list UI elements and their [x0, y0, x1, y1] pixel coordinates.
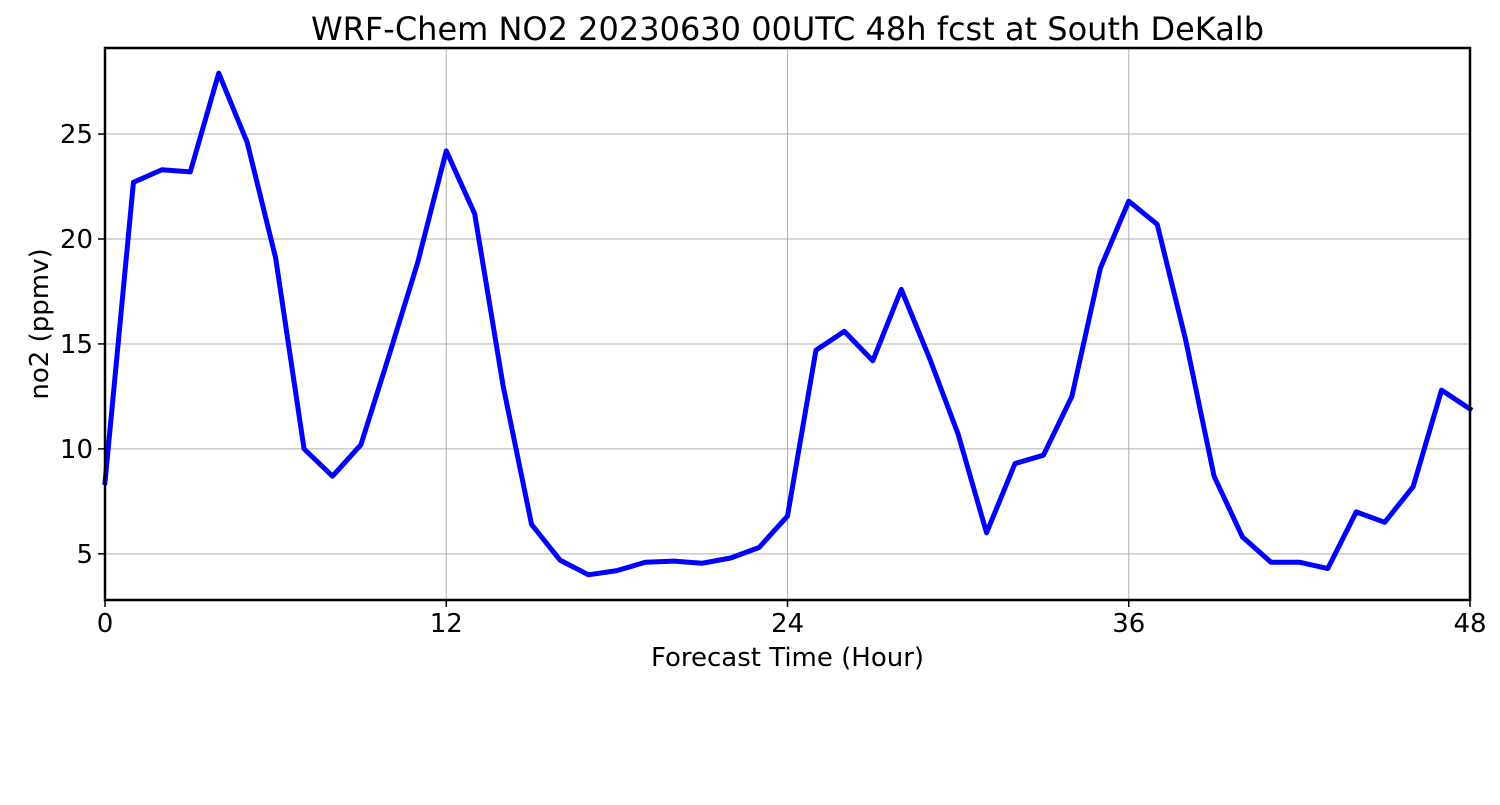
x-tick-label: 48 — [1453, 609, 1486, 639]
x-tick-label: 0 — [97, 609, 114, 639]
y-tick-label: 20 — [60, 225, 93, 255]
series-line-no2 — [102, 70, 1474, 578]
y-tick-label: 10 — [60, 435, 93, 465]
y-tick-label: 15 — [60, 330, 93, 360]
x-tick-label: 12 — [430, 609, 463, 639]
x-tick-label: 24 — [771, 609, 804, 639]
x-axis-label: Forecast Time (Hour) — [651, 643, 924, 673]
y-tick-label: 25 — [60, 120, 93, 150]
y-tick-label: 5 — [76, 540, 93, 570]
y-axis-label: no2 (ppmv) — [25, 248, 55, 399]
series-layer — [102, 70, 1474, 578]
axis-ticks: 0 12 24 36 48 5 10 15 20 25 — [60, 120, 1487, 639]
chart-title: WRF-Chem NO2 20230630 00UTC 48h fcst at … — [311, 10, 1264, 48]
x-tick-label: 36 — [1112, 609, 1145, 639]
